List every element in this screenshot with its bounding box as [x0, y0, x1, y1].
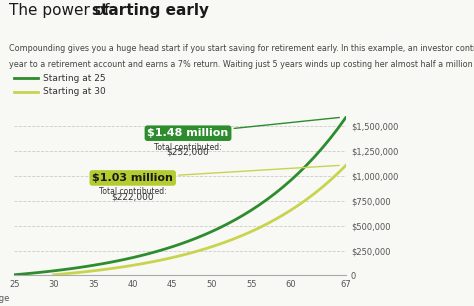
Text: Starting at 30: Starting at 30	[43, 87, 105, 96]
Text: $1.03 million: $1.03 million	[92, 166, 339, 183]
Text: $1.48 million: $1.48 million	[147, 118, 339, 138]
Text: $252,000: $252,000	[167, 147, 210, 157]
Text: Compounding gives you a huge head start if you start saving for retirement early: Compounding gives you a huge head start …	[9, 44, 474, 53]
Text: year to a retirement account and earns a 7% return. Waiting just 5 years winds u: year to a retirement account and earns a…	[9, 60, 474, 69]
Text: Age: Age	[0, 294, 11, 304]
Text: Starting at 25: Starting at 25	[43, 73, 105, 83]
Text: Total contributed:: Total contributed:	[154, 143, 222, 152]
Text: starting early: starting early	[92, 3, 210, 18]
Text: $222,000: $222,000	[111, 192, 154, 201]
Text: Total contributed:: Total contributed:	[99, 187, 166, 196]
Text: The power of: The power of	[9, 3, 115, 18]
